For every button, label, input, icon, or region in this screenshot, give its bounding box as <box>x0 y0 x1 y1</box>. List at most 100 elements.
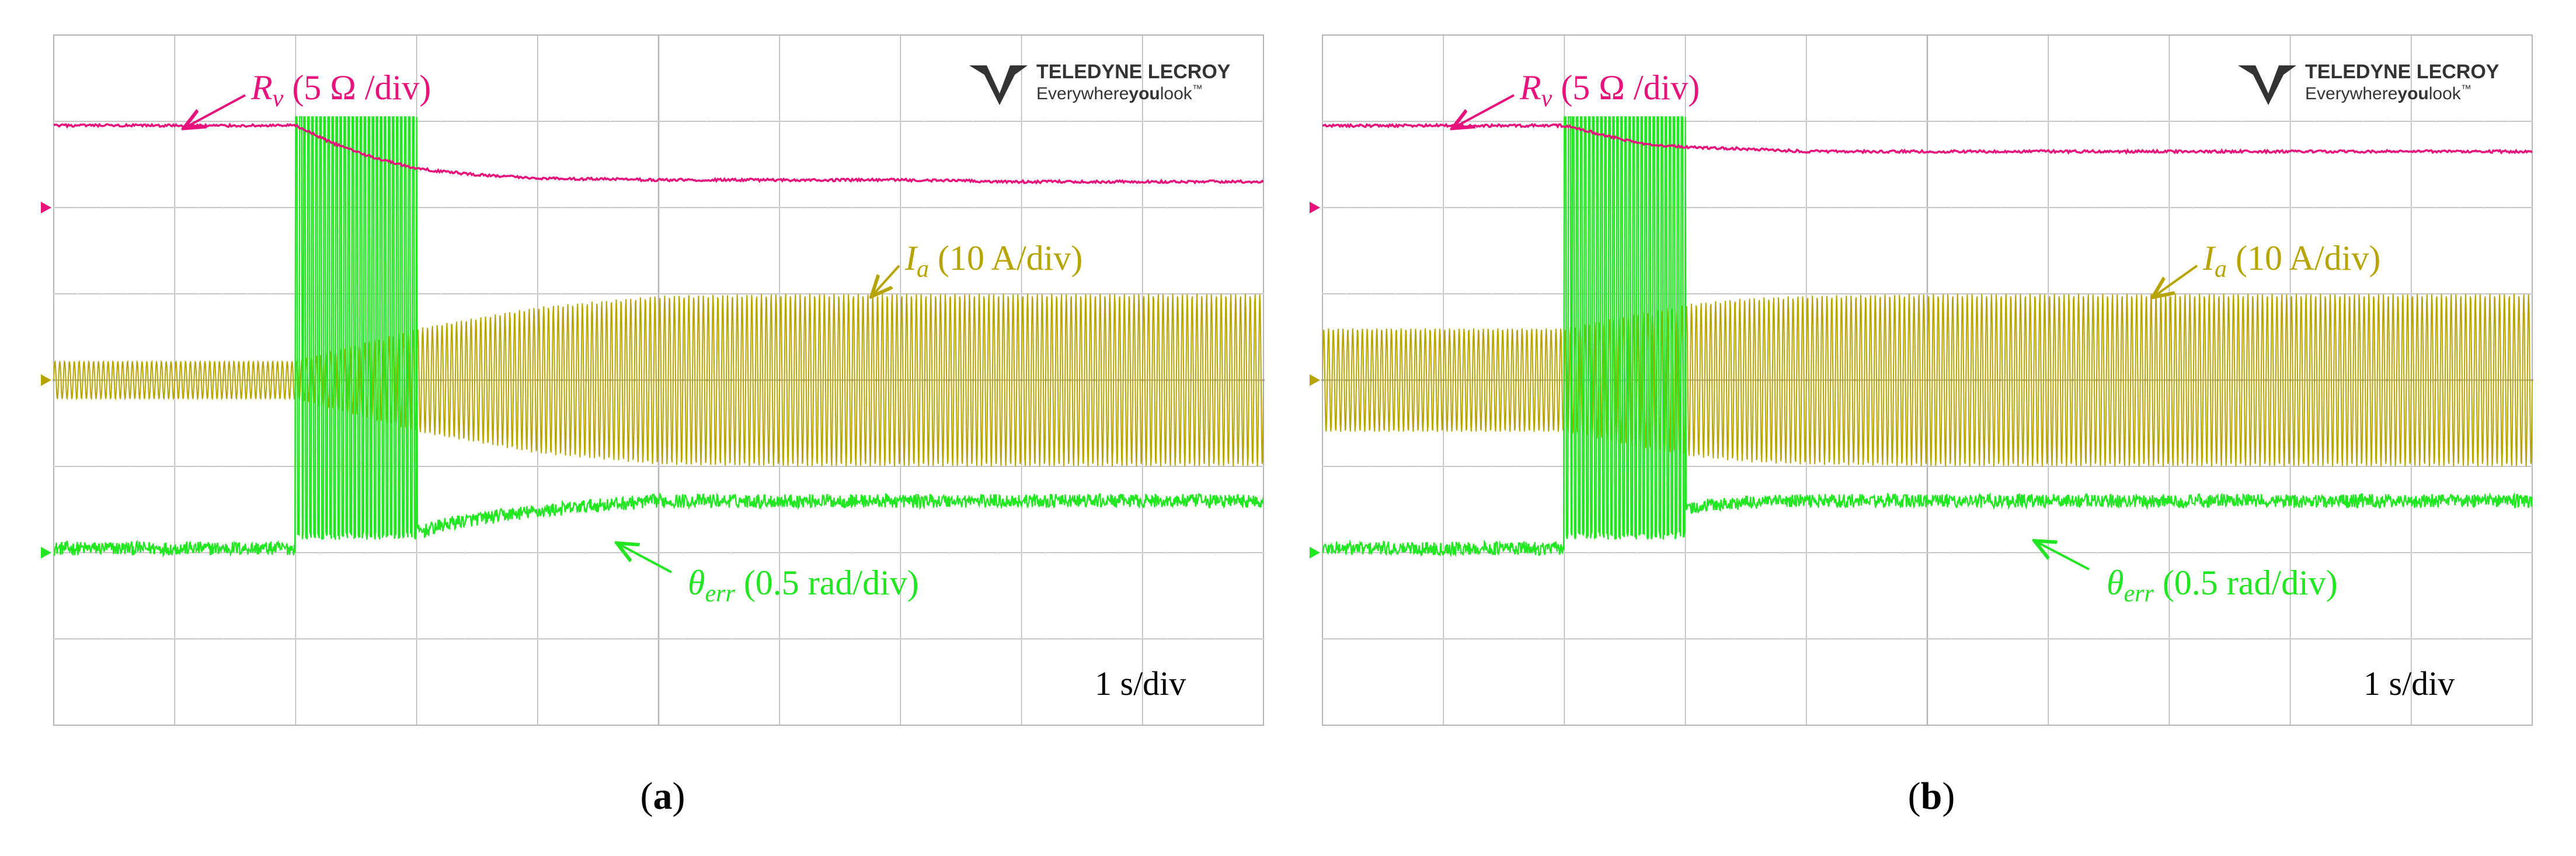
grid-dot-b <box>2241 207 2243 208</box>
grid-dot-a <box>440 120 442 123</box>
grid-dot-a <box>1069 120 1071 123</box>
grid-dot-a <box>730 638 732 640</box>
grid-dot-b <box>1805 120 1808 123</box>
rv-sym-a: R <box>250 68 273 107</box>
grid-dot-b <box>2120 638 2122 640</box>
grid-dot-a <box>900 465 901 468</box>
grid-dot-a <box>101 552 103 554</box>
grid-dot-a <box>126 465 127 468</box>
grid-dot-b <box>1321 638 1324 640</box>
grid-dot-a <box>875 638 878 640</box>
grid-dot-a <box>948 465 950 468</box>
grid-dot-a <box>996 638 998 640</box>
grid-dot-a <box>1141 552 1144 554</box>
grid-dot-a <box>1118 638 1119 640</box>
grid-dot-b <box>2386 552 2388 554</box>
grid-dot-b <box>2338 120 2340 123</box>
grid-dot-b <box>1539 120 1541 123</box>
channel-markers-b <box>1310 201 1320 559</box>
grid-dot-b <box>2265 293 2267 295</box>
grid-dot-a <box>1141 638 1144 640</box>
grid-dot-a <box>609 552 611 554</box>
logo-b: TELEDYNE LECROY Everywhereyoulook™ <box>2238 61 2500 105</box>
grid-dot-b <box>1781 207 1783 208</box>
grid-dot-b <box>2023 120 2025 123</box>
grid-dot-a <box>1021 207 1022 208</box>
timebase-b: 1 s/div <box>2363 664 2455 702</box>
grid-dot-b <box>2241 120 2243 123</box>
grid-dot-b <box>2362 293 2364 295</box>
grid-dot-b <box>2168 207 2170 208</box>
grid-dot-a <box>222 552 224 554</box>
grid-dot-a <box>803 207 805 208</box>
grid-dot-a <box>1021 638 1022 640</box>
grid-dot-b <box>1588 638 1590 640</box>
theta-trace-b <box>1322 116 2532 558</box>
grid-dot-a <box>682 552 684 554</box>
grid-dot-a <box>319 638 321 640</box>
grid-dot-a <box>633 120 635 123</box>
grid-dot-b <box>2410 293 2413 295</box>
caption-a-open: ( <box>640 775 653 817</box>
svg-text:Everywhereyoulook™: Everywhereyoulook™ <box>2305 83 2471 103</box>
grid-dot-a <box>464 465 466 468</box>
theta-channel-marker-icon-b <box>1310 547 1320 559</box>
grid-dot-b <box>2531 638 2533 640</box>
grid-dot-b <box>1902 207 1904 208</box>
theta-trace-a <box>54 116 1263 558</box>
grid-dot-b <box>1346 638 1348 640</box>
grid-dot-a <box>77 465 79 468</box>
rv-label-a: Rv (5 Ω /div) <box>250 68 431 112</box>
grid-dot-a <box>803 293 805 295</box>
grid-dot-b <box>2483 552 2485 554</box>
grid-dot-a <box>246 120 248 123</box>
grid-dot-b <box>1442 465 1444 468</box>
grid-dot-a <box>972 293 974 295</box>
logo-tm-a: ™ <box>1192 83 1203 95</box>
grid-dot-a <box>126 552 127 554</box>
grid-dot-a <box>706 120 708 123</box>
grid-dot-a <box>633 293 635 295</box>
grid-dot-b <box>2047 293 2049 295</box>
rv-trace-b <box>1322 122 2532 155</box>
grid-dot-b <box>2362 465 2364 468</box>
grid-dot-a <box>270 207 273 208</box>
grid-dot-b <box>1491 207 1493 208</box>
grid-dot-a <box>996 465 998 468</box>
grid-dot-b <box>2241 293 2243 295</box>
grid-dot-a <box>1141 120 1144 123</box>
grid-dot-a <box>585 207 587 208</box>
grid-dot-b <box>2410 465 2413 468</box>
grid-dot-b <box>1926 638 1928 640</box>
grid-dot-b <box>2362 638 2364 640</box>
grid-dot-a <box>1118 207 1119 208</box>
grid-dot-b <box>1829 552 1832 554</box>
grid-dot-b <box>1394 293 1396 295</box>
grid-dot-a <box>803 465 805 468</box>
grid-dot-a <box>537 207 539 208</box>
grid-dot-a <box>561 638 563 640</box>
grid-dot-a <box>561 465 563 468</box>
grid-dot-a <box>77 207 79 208</box>
grid-dot-a <box>537 465 539 468</box>
grid-dot-a <box>1238 638 1240 640</box>
grid-dot-b <box>1708 552 1711 554</box>
theta-arrow-a <box>619 544 672 573</box>
grid-dot-a <box>1069 638 1071 640</box>
grid-dot-a <box>1093 552 1095 554</box>
grid-dot-a <box>53 120 55 123</box>
grid-dot-a <box>682 293 684 295</box>
grid-dot-a <box>53 293 55 295</box>
grid-dot-b <box>1660 552 1662 554</box>
grid-dot-b <box>2338 293 2340 295</box>
grid-dot-b <box>1442 207 1444 208</box>
grid-dot-a <box>1093 207 1095 208</box>
grid-dot-b <box>2459 552 2460 554</box>
grid-dot-b <box>1708 638 1711 640</box>
grid-dot-b <box>2483 207 2485 208</box>
theta-text-b: (0.5 rad/div) <box>2154 563 2338 602</box>
ia-sub-a: a <box>917 256 929 283</box>
ia-channel-marker-icon-b <box>1310 374 1320 386</box>
grid-dot-a <box>198 465 200 468</box>
grid-dot-a <box>53 465 55 468</box>
